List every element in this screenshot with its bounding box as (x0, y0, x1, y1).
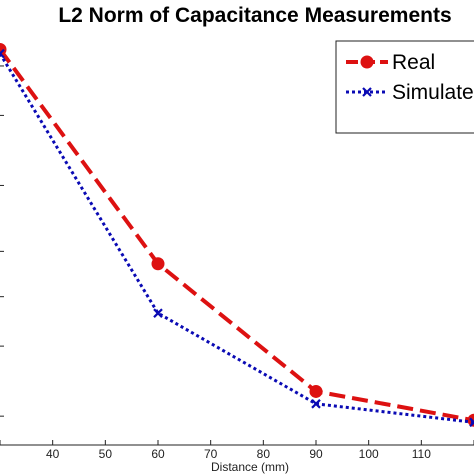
x-tick-label: 100 (359, 447, 379, 461)
axes (0, 65, 474, 446)
series-simulated (0, 48, 474, 428)
x-tick-label: 110 (412, 447, 431, 461)
data-point (0, 48, 5, 59)
x-tick-label: 70 (204, 447, 218, 461)
legend-marker (362, 87, 372, 97)
legend-label: Real (392, 51, 435, 74)
data-point (311, 399, 321, 409)
legend-item-real: Real (346, 51, 435, 74)
x-tick-label: 90 (309, 447, 323, 461)
data-point (151, 257, 165, 271)
legend-item-simulated: Simulated (346, 81, 474, 104)
x-axis-label: Distance (mm) (211, 460, 289, 474)
x-tick-label: 80 (257, 447, 271, 461)
data-point (153, 308, 163, 318)
data-point (469, 417, 474, 428)
legend: Real Simulated (335, 40, 474, 134)
x-tick-label: 50 (99, 447, 113, 461)
x-tick-label: 40 (46, 447, 60, 461)
x-tick-label: 60 (151, 447, 165, 461)
data-point (309, 384, 323, 398)
legend-label: Simulated (392, 81, 474, 104)
series-line-simulated (0, 52, 474, 424)
legend-marker (360, 55, 374, 69)
series-layer (0, 42, 474, 428)
legend-box (335, 40, 474, 134)
x-axis-ticks: 40 50 60 70 80 90 100 110 (0, 440, 474, 461)
chart-title: L2 Norm of Capacitance Measurements (58, 4, 451, 27)
